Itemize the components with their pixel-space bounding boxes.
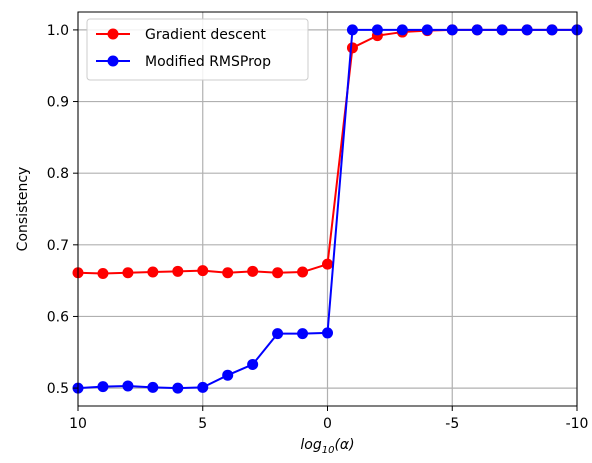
data-point [247, 358, 259, 370]
x-axis-label-base: log [300, 437, 321, 453]
data-point [272, 328, 284, 340]
legend-marker [107, 55, 119, 67]
data-point [197, 381, 209, 393]
x-tick-label: 5 [198, 416, 207, 432]
x-tick-label: 0 [323, 416, 332, 432]
data-point [247, 265, 259, 277]
data-point [297, 266, 309, 278]
y-tick-label: 0.5 [47, 381, 69, 397]
x-axis-label-subscript: 10 [322, 445, 335, 456]
data-point [297, 328, 309, 340]
x-axis-label: log10(α) [300, 437, 354, 456]
data-point [172, 265, 184, 277]
x-tick-label: 10 [69, 416, 87, 432]
data-point [346, 24, 358, 36]
x-tick-label: -10 [566, 416, 589, 432]
y-tick-label: 0.9 [47, 95, 69, 111]
data-point [272, 267, 284, 279]
data-point [122, 380, 134, 392]
data-point [546, 24, 558, 36]
legend: Gradient descent Modified RMSProp [86, 18, 309, 81]
y-tick-label: 0.8 [47, 166, 69, 182]
data-point [147, 266, 159, 278]
data-point [421, 24, 433, 36]
x-axis-label-rest: (α) [334, 437, 354, 453]
series-1 [72, 24, 583, 394]
data-point [346, 42, 358, 54]
data-point [521, 24, 533, 36]
legend-marker [107, 28, 119, 40]
data-point [197, 265, 209, 277]
data-point [97, 381, 109, 393]
data-point [122, 267, 134, 279]
data-point [471, 24, 483, 36]
legend-label: Gradient descent [145, 27, 266, 43]
y-axis-label: Consistency [15, 167, 31, 252]
y-tick-label: 1.0 [47, 23, 69, 39]
y-tick-label: 0.7 [47, 238, 69, 254]
data-point [446, 24, 458, 36]
x-tick-label: -5 [445, 416, 459, 432]
data-point [396, 24, 408, 36]
data-point [222, 267, 234, 279]
series-layer [72, 24, 583, 394]
data-point [222, 369, 234, 381]
y-tick-label: 0.6 [47, 309, 69, 325]
axis-ticks: 10 5 0 -5 -10 0.5 0.6 0.7 0.8 0.9 1.0 [47, 23, 589, 432]
data-point [322, 327, 333, 339]
data-point [172, 382, 184, 394]
data-point [371, 24, 383, 36]
data-point [322, 258, 333, 270]
data-point [97, 267, 109, 279]
data-point [496, 24, 508, 36]
legend-box [86, 18, 309, 81]
legend-label: Modified RMSProp [145, 54, 271, 70]
data-point [147, 381, 159, 393]
